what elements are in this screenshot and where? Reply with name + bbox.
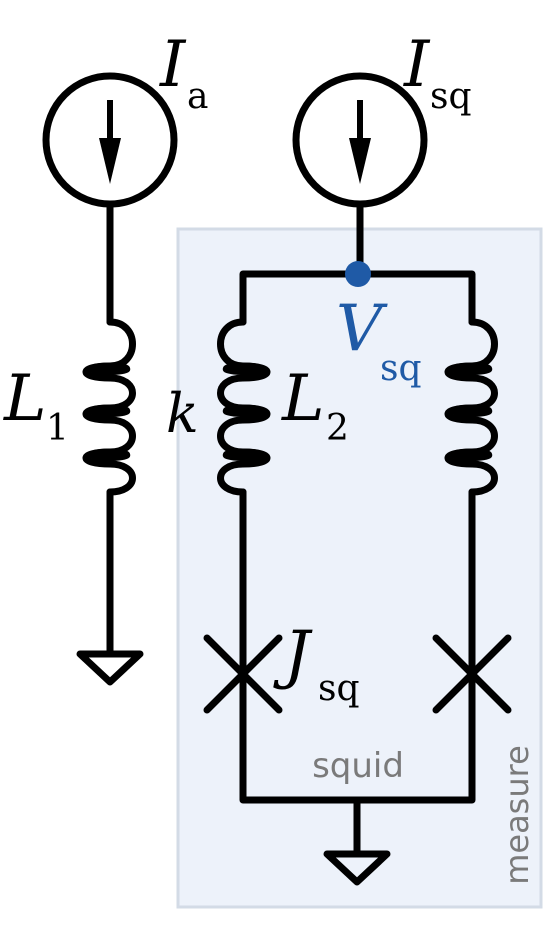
measure-label: measure bbox=[498, 745, 536, 885]
l1-subscript: 1 bbox=[46, 408, 69, 449]
l2-subscript: 2 bbox=[326, 408, 349, 449]
l2-symbol: L bbox=[281, 362, 325, 436]
source-a-subscript: a bbox=[187, 76, 208, 117]
arrow-icon-sq bbox=[349, 100, 371, 184]
junction-left bbox=[203, 634, 283, 714]
arrow-icon-a bbox=[99, 100, 121, 184]
inductor-l1-loops bbox=[85, 362, 130, 462]
node-symbol: V bbox=[336, 292, 388, 366]
inductor-l2-loops bbox=[223, 362, 268, 462]
node-vsq-dot bbox=[345, 261, 371, 287]
ground-squid bbox=[323, 850, 391, 886]
junction-right bbox=[432, 634, 512, 714]
ground-left bbox=[76, 650, 144, 686]
source-a-symbol: I bbox=[159, 28, 187, 102]
source-sq-symbol: I bbox=[403, 28, 431, 102]
junction-subscript: sq bbox=[318, 668, 360, 709]
node-subscript: sq bbox=[380, 348, 422, 389]
inductor-l1 bbox=[82, 318, 136, 496]
l1-symbol: L bbox=[3, 362, 47, 436]
coupling-k: k bbox=[166, 382, 199, 445]
measure-box bbox=[176, 227, 543, 909]
inductor-squid-right-loops bbox=[447, 362, 492, 462]
squid-label: squid bbox=[312, 746, 404, 786]
source-sq-subscript: sq bbox=[430, 76, 472, 117]
